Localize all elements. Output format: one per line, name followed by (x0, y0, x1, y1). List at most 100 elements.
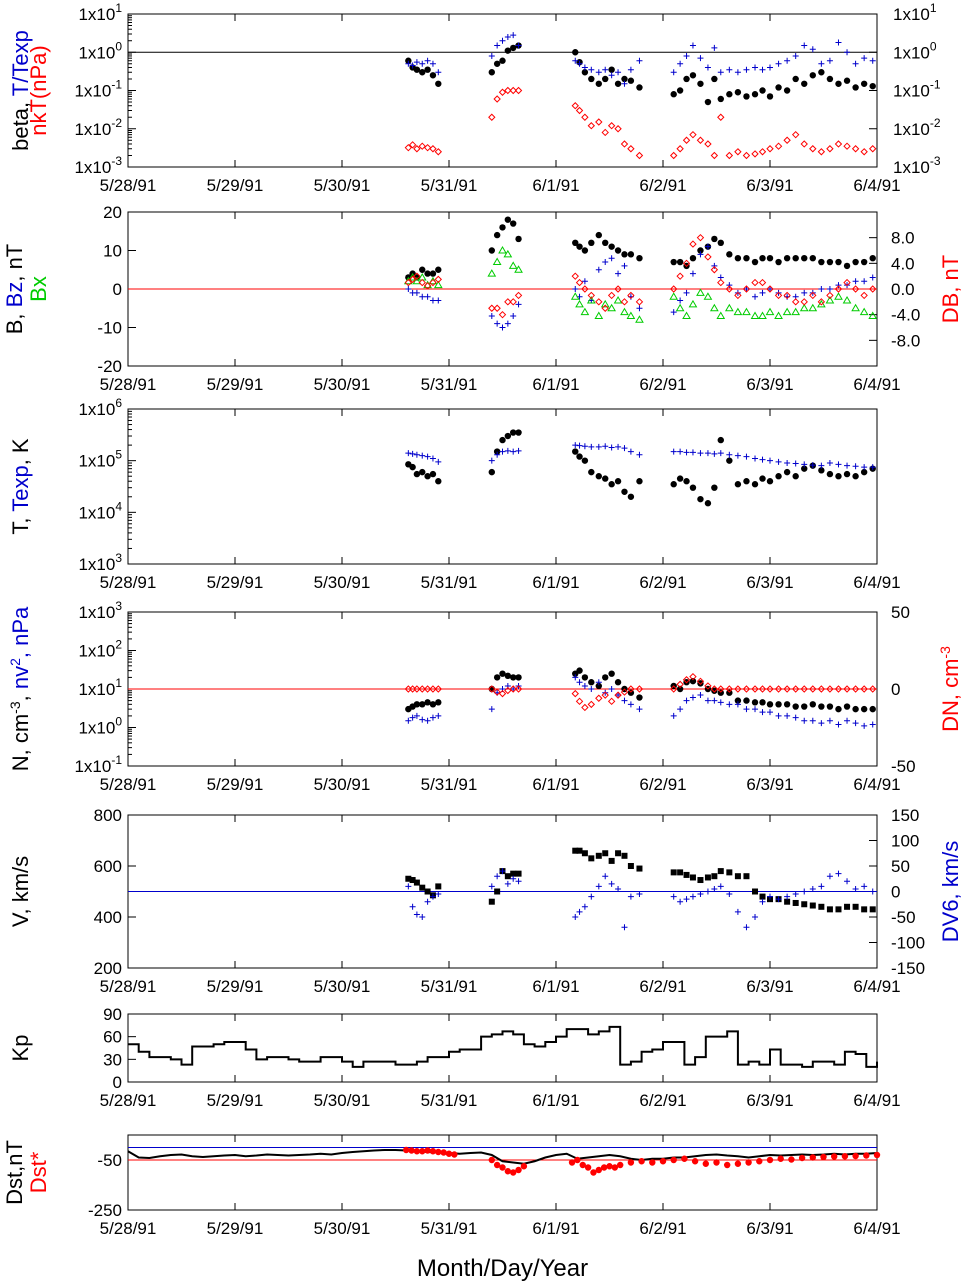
data-point (677, 448, 684, 455)
data-point (570, 292, 580, 300)
data-point (783, 255, 791, 262)
data-point (498, 310, 507, 319)
data-point (751, 699, 759, 706)
data-point (429, 278, 437, 287)
data-point (752, 455, 759, 462)
data-point (435, 891, 442, 898)
x-tick-label: 6/2/91 (639, 977, 686, 996)
data-point (809, 701, 816, 708)
data-point (494, 451, 501, 458)
data-point (627, 863, 634, 869)
y-tick-label: 1x100 (78, 39, 122, 62)
data-point (492, 257, 502, 266)
data-point (826, 906, 833, 913)
data-point (683, 449, 690, 456)
y-tick-exponent: 3 (115, 599, 122, 613)
data-point (775, 60, 782, 67)
data-point (510, 312, 517, 319)
data-point (429, 470, 437, 478)
data-point (617, 1161, 624, 1169)
data-point (669, 292, 679, 300)
data-point (515, 674, 522, 681)
data-point (572, 57, 579, 64)
data-point (861, 278, 868, 285)
data-point (759, 66, 766, 73)
y-axis-label: N, cm-3, nv2, nPa (7, 606, 33, 771)
x-tick-label: 5/30/91 (314, 1219, 371, 1238)
y-tick-label: 1x10-2 (74, 116, 122, 139)
x-tick-label: 5/29/91 (207, 977, 264, 996)
data-point (627, 448, 634, 455)
y-axis-label-line2: Dst* (26, 1151, 51, 1193)
data-point (494, 888, 501, 895)
data-point (595, 694, 603, 702)
data-point (571, 102, 579, 110)
y-tick-label-right: 1x10-1 (893, 78, 941, 101)
data-point (717, 436, 724, 444)
data-point (488, 312, 495, 319)
data-point (697, 450, 704, 457)
data-point (860, 685, 868, 693)
data-point (751, 278, 759, 287)
data-point (766, 701, 774, 708)
plot-frame (127, 408, 878, 565)
data-point (724, 303, 734, 312)
data-point (683, 896, 690, 903)
data-point (602, 873, 609, 880)
data-point (842, 296, 852, 304)
data-point (843, 77, 851, 84)
y2-tick-label: 4.0 (891, 254, 915, 273)
data-point (499, 1164, 506, 1171)
data-point (614, 80, 622, 87)
data-point (825, 296, 835, 304)
data-point (607, 697, 616, 706)
data-point (581, 682, 588, 689)
data-point (809, 462, 816, 469)
data-point (683, 697, 690, 704)
y2-tick-label: -4.0 (891, 306, 920, 325)
label-part: B, (2, 307, 27, 334)
data-point (493, 688, 501, 696)
data-point (751, 91, 759, 98)
data-point (413, 879, 420, 886)
y-tick-label-right: 1x10-3 (893, 154, 941, 177)
data-point (818, 720, 825, 727)
y2-tick-label: 50 (891, 603, 910, 622)
data-point (869, 145, 877, 153)
data-point (581, 69, 589, 76)
label-part: nkT(nPa) (26, 45, 51, 135)
data-point (742, 685, 751, 693)
data-point (424, 293, 431, 300)
data-point (710, 266, 719, 274)
x-tick-label: 6/1/91 (532, 977, 579, 996)
data-point (424, 57, 431, 64)
data-point (696, 288, 705, 296)
data-point (670, 869, 677, 876)
data-point (595, 298, 603, 306)
data-point (588, 855, 595, 862)
data-point (499, 37, 506, 44)
y-tick-exponent: 5 (115, 448, 122, 462)
y-tick-label: 400 (94, 908, 122, 927)
data-point (682, 311, 691, 319)
data-point (595, 69, 602, 76)
data-point (742, 307, 751, 316)
y-axis-label: B, Bz, nT (2, 244, 27, 335)
data-point (734, 908, 741, 915)
data-point (614, 679, 622, 686)
data-point (423, 685, 432, 693)
data-point (703, 292, 713, 300)
data-point (515, 870, 522, 877)
data-point (429, 145, 437, 153)
data-point (575, 278, 584, 287)
data-point (734, 452, 741, 459)
x-tick-label: 6/4/91 (853, 977, 900, 996)
data-point (620, 307, 629, 316)
data-point (734, 89, 742, 96)
data-point (504, 86, 512, 95)
data-point (576, 908, 583, 915)
data-point (682, 676, 691, 684)
data-point (726, 66, 733, 73)
data-point (809, 72, 816, 79)
data-point (627, 145, 635, 153)
